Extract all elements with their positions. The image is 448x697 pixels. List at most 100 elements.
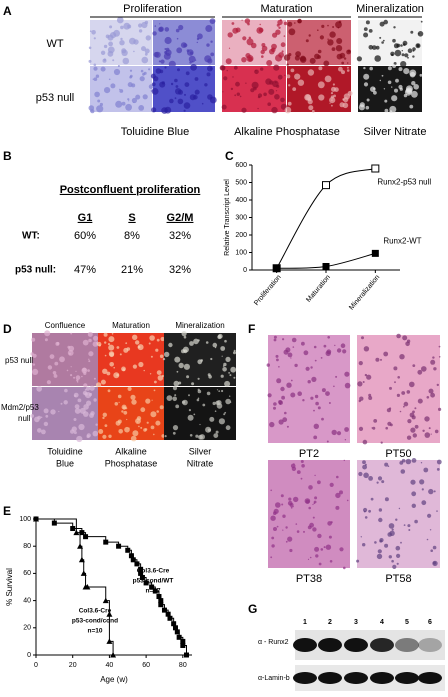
label: p53 null [36, 92, 75, 104]
texture [127, 98, 130, 101]
texture [176, 37, 179, 40]
texture [225, 398, 231, 405]
texture [175, 404, 180, 409]
texture [220, 65, 226, 71]
texture [328, 535, 332, 539]
texture [159, 354, 164, 359]
texture [281, 503, 284, 506]
texture [381, 74, 384, 77]
texture [93, 77, 98, 81]
marker [180, 642, 186, 648]
marker [33, 516, 39, 522]
texture [83, 371, 87, 375]
texture [422, 429, 425, 432]
texture [325, 391, 330, 396]
label: G [248, 602, 257, 616]
texture [196, 398, 200, 402]
marker [273, 264, 281, 272]
texture [36, 386, 42, 392]
texture [88, 46, 92, 50]
texture [280, 494, 284, 498]
texture [410, 427, 416, 433]
texture [197, 33, 203, 40]
texture [325, 544, 332, 550]
texture [87, 369, 90, 372]
texture [426, 538, 429, 541]
texture [285, 526, 288, 529]
texture [289, 503, 294, 507]
texture [286, 63, 289, 66]
texture [309, 556, 312, 559]
texture [290, 68, 295, 73]
texture [359, 396, 364, 401]
texture [156, 338, 160, 342]
texture [155, 348, 159, 352]
texture [133, 50, 135, 53]
texture [387, 532, 393, 537]
texture [95, 74, 100, 78]
texture [346, 69, 350, 72]
texture [154, 51, 161, 58]
marker [171, 621, 177, 627]
texture [343, 459, 345, 462]
texture [136, 421, 139, 423]
texture [78, 423, 85, 431]
texture [77, 381, 79, 383]
texture [132, 334, 138, 340]
texture [89, 385, 95, 391]
texture [297, 79, 305, 86]
texture [94, 91, 100, 98]
micrograph [32, 333, 98, 386]
texture [389, 407, 392, 410]
label: 60 [142, 662, 150, 669]
label: Col3.6-Cre [79, 608, 112, 615]
texture [438, 345, 441, 348]
texture [430, 433, 432, 435]
texture [301, 341, 305, 346]
texture [313, 345, 317, 349]
texture [309, 522, 314, 528]
texture [362, 464, 367, 470]
label: 400 [235, 197, 247, 204]
band [344, 638, 368, 652]
texture [75, 375, 81, 380]
micrograph [358, 20, 422, 65]
texture [403, 405, 405, 408]
label: Phosphatase [105, 458, 158, 468]
texture [248, 36, 251, 39]
texture [223, 362, 227, 367]
texture [277, 74, 283, 80]
texture [312, 516, 315, 519]
texture [365, 105, 370, 110]
texture [282, 338, 285, 341]
texture [426, 396, 430, 399]
texture [32, 363, 36, 366]
texture [278, 419, 284, 425]
texture [364, 516, 368, 519]
texture [200, 359, 203, 362]
texture [187, 414, 194, 421]
texture [198, 434, 203, 440]
texture [424, 432, 431, 438]
texture [432, 545, 437, 550]
texture [216, 389, 219, 391]
texture [100, 50, 106, 55]
texture [37, 415, 41, 420]
texture [344, 371, 350, 377]
texture [282, 514, 286, 518]
texture [363, 82, 369, 87]
band [293, 672, 317, 684]
texture [221, 389, 224, 393]
texture [344, 439, 347, 441]
texture [303, 530, 305, 533]
texture [291, 466, 297, 471]
marker [77, 543, 84, 549]
label: Nitrate [187, 458, 214, 468]
texture [269, 421, 275, 428]
texture [323, 546, 326, 549]
texture [111, 333, 114, 335]
texture [288, 497, 292, 501]
texture [131, 399, 137, 405]
texture [294, 55, 300, 61]
texture [116, 346, 120, 349]
